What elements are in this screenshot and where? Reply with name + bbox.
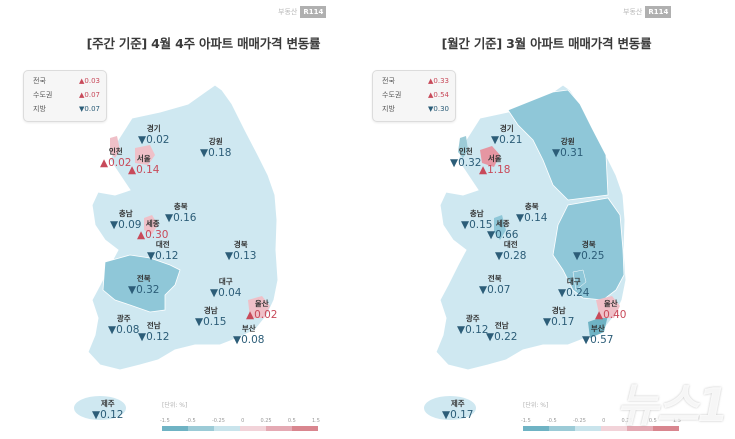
scale-unit: [단위: %] — [523, 402, 549, 409]
region-gangwon — [507, 89, 609, 201]
region-jeju — [74, 396, 126, 420]
label-gyeongnam: 경남 ▼0.17 — [543, 306, 575, 328]
region-daegu — [572, 269, 587, 291]
region-incheon — [458, 136, 468, 158]
summary-row-local: 지방 ▼0.30 — [382, 103, 449, 115]
summary-row-national: 전국 ▲0.33 — [382, 75, 449, 87]
summary-value: ▲0.07 — [79, 91, 100, 99]
brand-logo: R114 — [300, 6, 327, 18]
weekly-summary-box: 전국 ▲0.03 수도권 ▲0.07 지방 ▼0.07 — [23, 70, 107, 122]
label-jeju: 제주 ▼0.12 — [92, 399, 124, 421]
label-daejeon: 대전 ▼0.28 — [495, 240, 527, 262]
label-gyeonggi: 경기 ▼0.02 — [138, 124, 170, 146]
label-daejeon: 대전 ▼0.12 — [147, 240, 179, 262]
summary-row-capital: 수도권 ▲0.07 — [33, 89, 100, 101]
label-daegu: 대구 ▼0.04 — [210, 277, 242, 299]
label-chungbuk: 충북 ▼0.16 — [165, 202, 197, 224]
label-gwangju: 광주 ▼0.08 — [108, 314, 140, 336]
scale-bar — [523, 426, 679, 431]
label-gyeonggi: 경기 ▼0.21 — [491, 124, 523, 146]
summary-value: ▼0.30 — [428, 105, 449, 113]
region-sejong — [494, 215, 506, 240]
label-chungbuk: 충북 ▼0.14 — [516, 202, 548, 224]
summary-row-national: 전국 ▲0.03 — [33, 75, 100, 87]
label-seoul: 서울 ▲1.18 — [479, 154, 511, 176]
summary-label: 전국 — [33, 77, 46, 85]
label-daegu: 대구 ▼0.24 — [558, 277, 590, 299]
summary-value: ▲0.03 — [79, 77, 100, 85]
summary-label: 전국 — [382, 77, 395, 85]
label-chungnam: 충남 ▼0.15 — [461, 209, 493, 231]
monthly-summary-box: 전국 ▲0.33 수도권 ▲0.54 지방 ▼0.30 — [372, 70, 456, 122]
scale-ticks: -1.5 -0.5 -0.25 0 0.25 0.5 1.5 — [160, 418, 320, 424]
label-chungnam: 충남 ▼0.09 — [110, 209, 142, 231]
label-gyeongbuk: 경북 ▼0.25 — [573, 240, 605, 262]
brand-mark: 부동산 R114 — [623, 6, 672, 18]
region-incheon — [110, 136, 120, 158]
summary-row-capital: 수도권 ▲0.54 — [382, 89, 449, 101]
weekly-title: [주간 기준] 4월 4주 아파트 매매가격 변동률 — [86, 36, 321, 51]
label-gwangju: 광주 ▼0.12 — [457, 314, 489, 336]
summary-row-local: 지방 ▼0.07 — [33, 103, 100, 115]
label-ulsan: 울산 ▲0.40 — [595, 299, 627, 321]
scale-ticks: -1.5 -0.5 -0.25 0 0.25 0.5 1.5 — [521, 418, 681, 424]
region-jeju — [424, 396, 476, 420]
label-gyeongbuk: 경북 ▼0.13 — [225, 240, 257, 262]
label-incheon: 인천 ▲0.02 — [100, 147, 132, 169]
label-jeonnam: 전남 ▼0.22 — [486, 321, 518, 343]
label-incheon: 인천 ▼0.32 — [450, 147, 482, 169]
region-jeonbuk — [102, 254, 181, 313]
region-ulsan — [248, 296, 270, 318]
label-busan: 부산 ▼0.08 — [233, 324, 265, 346]
brand-text: 부동산 — [278, 8, 298, 16]
summary-label: 지방 — [33, 105, 46, 113]
korea-map-monthly — [424, 84, 627, 420]
region-busan — [588, 315, 608, 338]
region-ulsan — [596, 296, 620, 318]
brand-text: 부동산 — [623, 8, 643, 16]
label-busan: 부산 ▼0.57 — [582, 324, 614, 346]
scale-unit: [단위: %] — [162, 402, 188, 409]
summary-value: ▼0.07 — [79, 105, 100, 113]
label-gangwon: 강원 ▼0.31 — [552, 137, 584, 159]
label-jeonnam: 전남 ▼0.12 — [138, 321, 170, 343]
label-jeju: 제주 ▼0.17 — [442, 399, 474, 421]
region-seoul — [480, 146, 500, 167]
label-seoul: 서울 ▲0.14 — [128, 154, 160, 176]
scale-bar — [162, 426, 318, 431]
label-gyeongnam: 경남 ▼0.15 — [195, 306, 227, 328]
monthly-panel: 부동산 R114 [월간 기준] 3월 아파트 매매가격 변동률 전국 ▲0.3… — [368, 0, 735, 439]
news1-watermark: 뉴스1 — [616, 378, 729, 432]
region-seoul — [135, 145, 155, 165]
label-sejong: 세종 ▲0.30 — [137, 219, 169, 241]
region-sejong — [144, 215, 158, 234]
summary-value: ▲0.54 — [428, 91, 449, 99]
label-sejong: 세종 ▼0.66 — [487, 219, 519, 241]
label-jeonbuk: 전북 ▼0.07 — [479, 274, 511, 296]
summary-label: 수도권 — [382, 91, 402, 99]
label-gangwon: 강원 ▼0.18 — [200, 137, 232, 159]
monthly-title: [월간 기준] 3월 아파트 매매가격 변동률 — [441, 36, 652, 51]
brand-mark: 부동산 R114 — [278, 6, 327, 18]
weekly-panel: 부동산 R114 [주간 기준] 4월 4주 아파트 매매가격 변동률 전국 ▲… — [0, 0, 367, 439]
label-ulsan: 울산 ▲0.02 — [246, 299, 278, 321]
korea-map-weekly — [74, 84, 279, 420]
summary-value: ▲0.33 — [428, 77, 449, 85]
summary-label: 수도권 — [33, 91, 53, 99]
label-jeonbuk: 전북 ▼0.32 — [128, 274, 160, 296]
summary-label: 지방 — [382, 105, 395, 113]
brand-logo: R114 — [645, 6, 672, 18]
